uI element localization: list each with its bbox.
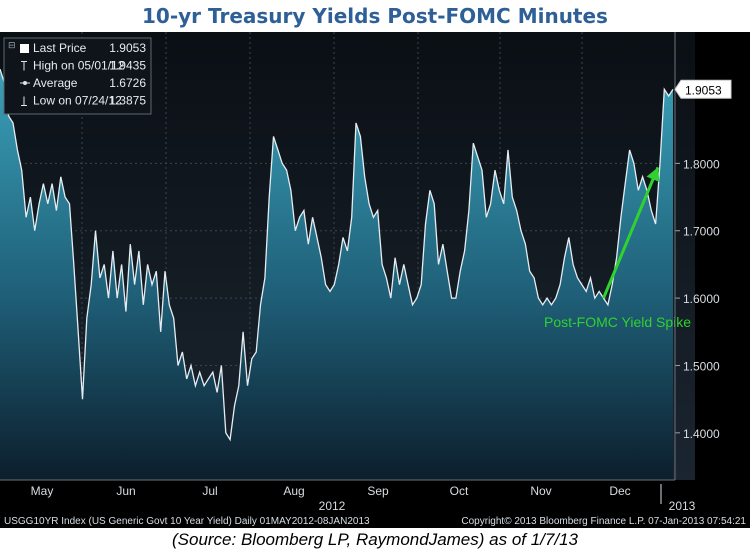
legend-label: Average — [33, 76, 78, 90]
legend-swatch — [20, 44, 29, 53]
yield-line — [0, 68, 674, 442]
legend-label: High on 05/01/12 — [33, 59, 125, 73]
y-tick-label: 1.5000 — [683, 359, 720, 373]
x-tick-label: Jun — [116, 484, 135, 498]
legend-toggle-icon: ⊟ — [8, 41, 16, 51]
chart-panel: Post-FOMC Yield Spike 1.4000 1.5000 1.6000… — [0, 32, 750, 528]
legend-item: Low on 07/24/121.3875 — [21, 94, 146, 108]
x-tick-label: May — [31, 484, 54, 498]
footer-right: Copyright© 2013 Bloomberg Finance L.P. 0… — [461, 516, 746, 527]
axes: 1.4000 1.5000 1.6000 1.7000 1.8000 May Jun Jul A… — [0, 32, 746, 527]
annotation-text: Post-FOMC Yield Spike — [544, 314, 691, 330]
legend-label: Low on 07/24/12 — [33, 94, 122, 108]
legend-item: Average 1.6726 — [20, 76, 146, 90]
year-label: 2012 — [319, 499, 346, 513]
footer-left: USGG10YR Index (US Generic Govt 10 Year … — [4, 516, 370, 527]
x-tick-label: Jul — [202, 484, 217, 498]
legend-item: High on 05/01/121.9435 — [21, 59, 146, 73]
yield-chart: Post-FOMC Yield Spike 1.4000 1.5000 1.6000… — [0, 32, 746, 527]
legend-value: 1.6726 — [109, 76, 146, 90]
x-tick-label: Sep — [367, 484, 389, 498]
year-label: 2013 — [669, 499, 696, 513]
chart-title: 10-yr Treasury Yields Post-FOMC Minutes — [142, 4, 608, 28]
legend: Last Price 1.9053 High on 05/01/121.9435 Av… — [3, 37, 152, 115]
legend-label: Last Price — [33, 41, 87, 55]
source-caption: (Source: Bloomberg LP, RaymondJames) as … — [171, 530, 578, 549]
annotation-arrow — [602, 166, 660, 299]
annotation: Post-FOMC Yield Spike — [544, 166, 691, 330]
legend-item: Last Price 1.9053 — [20, 41, 146, 55]
annotation-arrowhead — [646, 167, 660, 183]
x-tick-label: Dec — [609, 484, 630, 498]
legend-value: 1.9053 — [109, 41, 146, 55]
last-value-flag: 1.9053 — [674, 79, 732, 99]
y-tick-label: 1.7000 — [683, 225, 720, 239]
y-tick-label: 1.4000 — [683, 427, 720, 441]
svg-text:1.9053: 1.9053 — [685, 83, 722, 97]
x-tick-label: Oct — [450, 484, 469, 498]
y-tick-label: 1.6000 — [683, 292, 720, 306]
legend-value: 1.9435 — [109, 59, 146, 73]
y-tick-label: 1.8000 — [683, 157, 720, 171]
x-tick-label: Nov — [530, 484, 551, 498]
legend-value: 1.3875 — [109, 94, 146, 108]
x-tick-label: Aug — [283, 484, 304, 498]
